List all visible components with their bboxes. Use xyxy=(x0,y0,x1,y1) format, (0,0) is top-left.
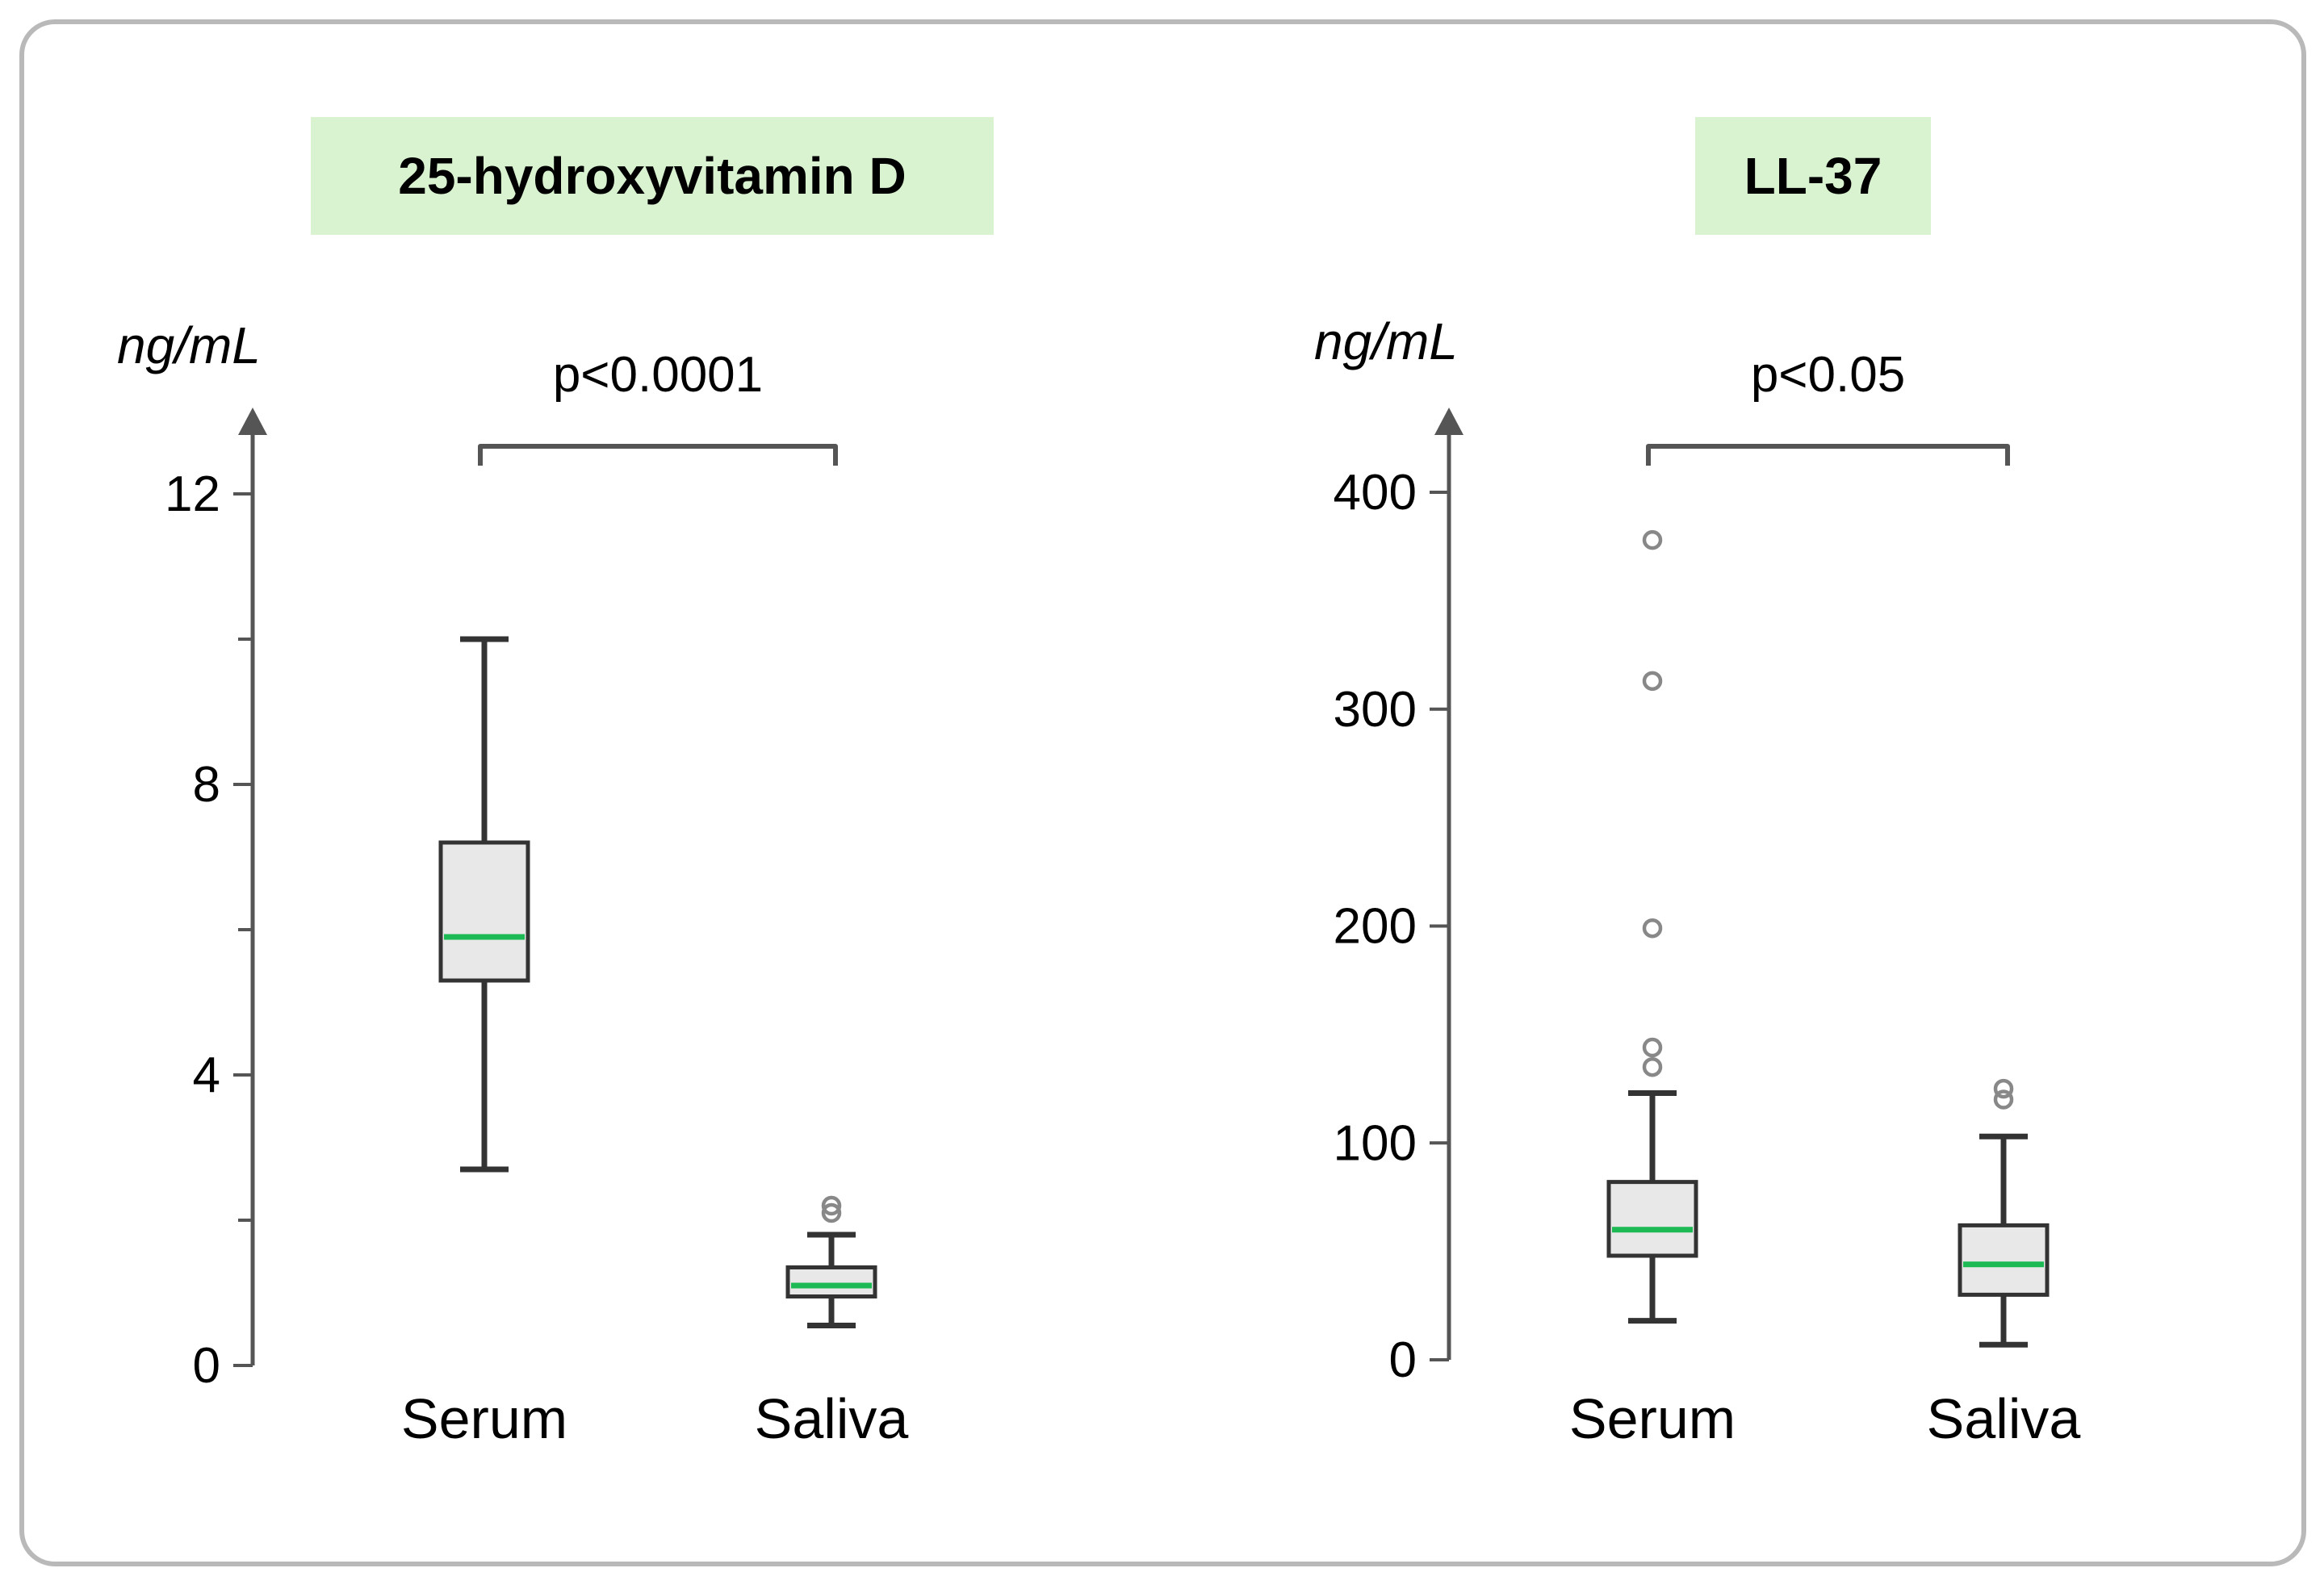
outlier-point xyxy=(1993,1078,2014,1099)
box-iqr xyxy=(1606,1180,1698,1258)
panel-title-ll37: LL-37 xyxy=(1695,117,1931,235)
outlier-point xyxy=(1993,1089,2014,1110)
box-iqr xyxy=(785,1265,877,1298)
y-tick-label: 100 xyxy=(1334,1115,1417,1171)
y-axis-unit-label: ng/mL xyxy=(1314,312,1458,370)
outlier-point xyxy=(1642,1056,1663,1077)
y-tick-label: 300 xyxy=(1334,682,1417,738)
p-value-label: p<0.0001 xyxy=(553,347,763,403)
outlier-point xyxy=(1642,671,1663,692)
y-axis-arrow-icon xyxy=(238,408,267,435)
box-saliva xyxy=(785,1195,877,1328)
x-category-label: Saliva xyxy=(755,1387,909,1450)
p-value-label: p<0.05 xyxy=(1751,347,1905,403)
box-iqr xyxy=(1958,1223,2050,1297)
y-tick-label: 8 xyxy=(193,757,220,813)
box-serum xyxy=(1606,529,1698,1324)
y-tick-label: 0 xyxy=(1389,1332,1417,1388)
box-saliva xyxy=(1958,1078,2050,1348)
box-iqr xyxy=(438,840,530,983)
outlier-point xyxy=(821,1202,842,1223)
box-serum xyxy=(438,636,530,1173)
y-axis-arrow-icon xyxy=(1434,408,1463,435)
figure-frame xyxy=(19,19,2306,1566)
y-tick-label: 12 xyxy=(165,466,220,522)
chart-panel-vitamin-d: ng/mL 0 4 8 12 Serum Saliva p<0.0001 xyxy=(117,316,908,1450)
outlier-point xyxy=(821,1195,842,1216)
y-tick-label: 0 xyxy=(193,1338,220,1394)
x-category-label: Serum xyxy=(401,1387,567,1450)
x-category-label: Serum xyxy=(1569,1387,1736,1450)
y-tick-label: 4 xyxy=(193,1047,220,1103)
outlier-point xyxy=(1642,918,1663,939)
y-axis-unit-label: ng/mL xyxy=(117,316,261,374)
x-category-label: Saliva xyxy=(1927,1387,2081,1450)
y-tick-label: 200 xyxy=(1334,899,1417,955)
outlier-point xyxy=(1642,1037,1663,1058)
chart-panel-ll37: ng/mL 0 100 200 300 400 Serum Saliva p<0.05 xyxy=(1314,312,2080,1450)
panel-title-vitamin-d: 25-hydroxyvitamin D xyxy=(311,117,994,235)
significance-bracket xyxy=(478,444,838,466)
y-tick-label: 400 xyxy=(1334,465,1417,521)
outlier-point xyxy=(1642,529,1663,550)
significance-bracket xyxy=(1646,444,2010,466)
